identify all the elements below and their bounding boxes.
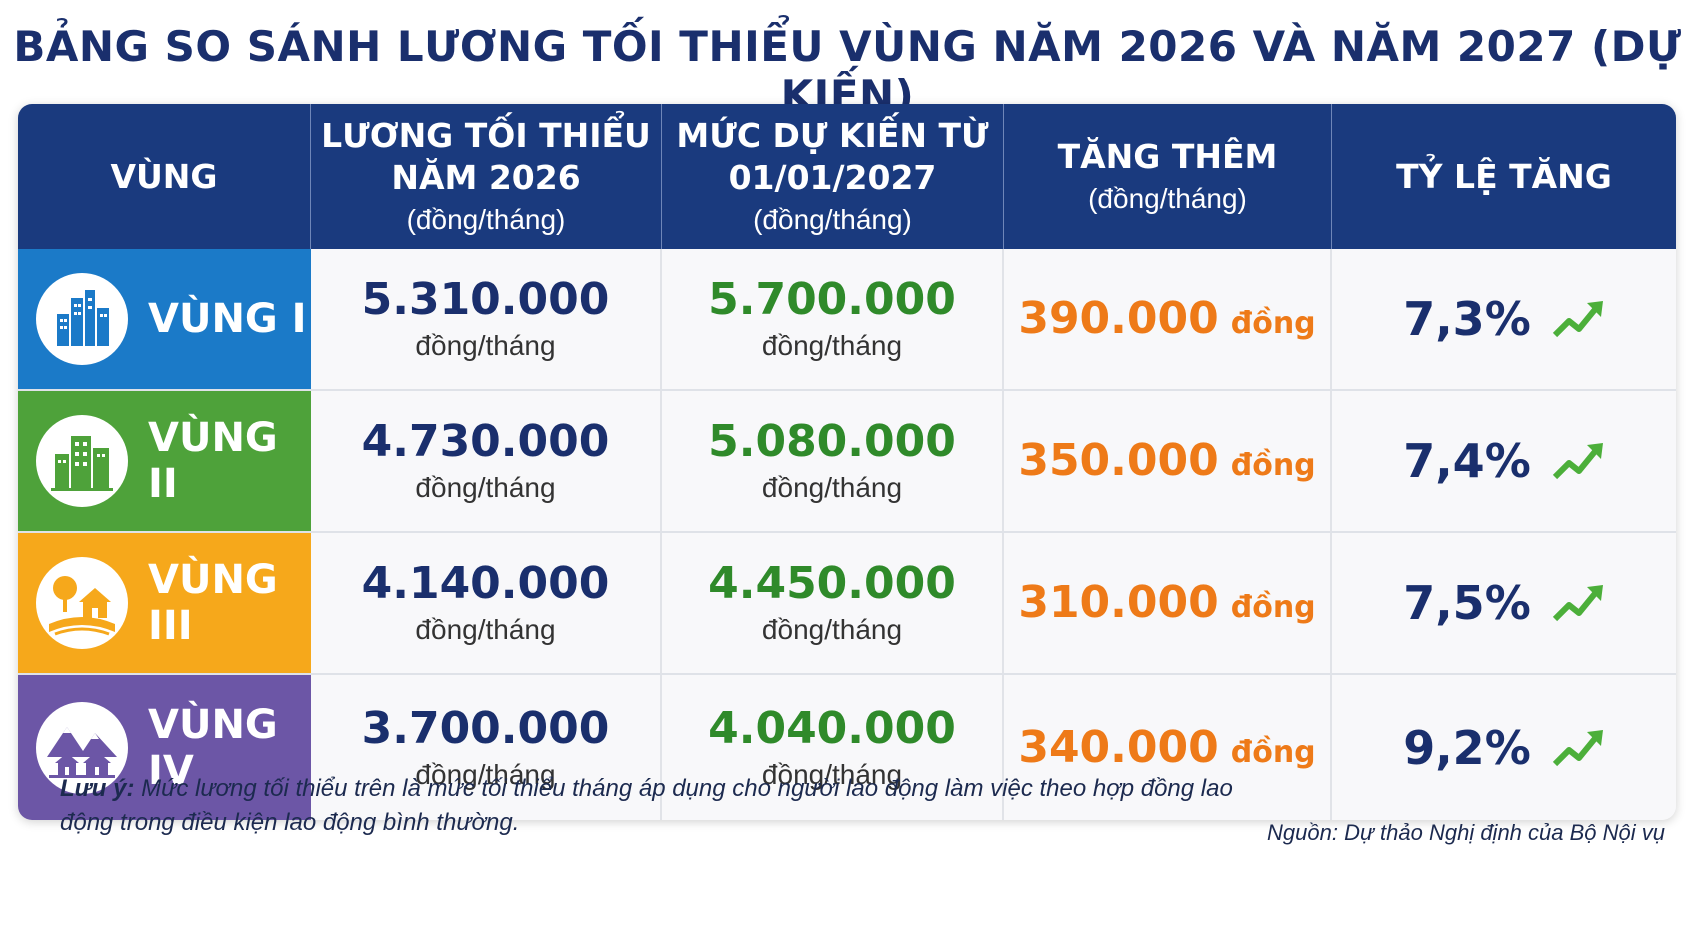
expected-2027-value: 5.080.000 [708,416,956,467]
header-increase: TĂNG THÊM (đồng/tháng) [1004,104,1332,249]
city-icon [36,273,128,365]
footnote-text: Mức lương tối thiểu trên là mức tối thiể… [60,775,1233,836]
village-icon [36,557,128,649]
increase-unit: đồng [1230,306,1316,341]
trend-up-icon [1552,585,1603,622]
header-increase-label: TĂNG THÊM [1057,136,1278,176]
header-expected-2027-line2: 01/01/2027 [728,157,937,197]
header-rate: TỶ LỆ TĂNG [1332,104,1676,249]
header-min-2026-line2: NĂM 2026 [391,157,581,197]
table-row: VÙNG IV 3.700.000 đồng/tháng 4.040.000 đ… [18,675,1676,820]
trend-up-icon [1552,729,1603,766]
table-row: VÙNG I 5.310.000 đồng/tháng 5.700.000 đồ… [18,249,1676,391]
increase-value: 390.000 [1018,293,1219,344]
increase-unit: đồng [1230,448,1316,483]
wage-comparison-table: VÙNG LƯƠNG TỐI THIỂU NĂM 2026 (đồng/thán… [18,104,1676,820]
min-2026-value: 3.700.000 [361,702,610,754]
source-credit: Nguồn: Dự thảo Nghị định của Bộ Nội vụ [1267,820,1665,845]
min-2026-value: 4.730.000 [361,416,610,467]
region-cell: VÙNG IV [18,675,311,820]
header-expected-2027: MỨC DỰ KIẾN TỪ 01/01/2027 (đồng/tháng) [662,104,1004,249]
region-name: VÙNG III [148,557,278,649]
region-cell: VÙNG II [18,391,311,531]
region-name: VÙNG IV [148,701,278,794]
footnote: Lưu ý: Mức lương tối thiểu trên là mức t… [60,772,1280,840]
header-min-2026-line1: LƯƠNG TỐI THIỂU [321,115,651,155]
expected-2027-cell: 5.700.000 đồng/tháng [662,249,1004,389]
table-row: VÙNG III 4.140.000 đồng/tháng 4.450.000 … [18,533,1676,675]
expected-2027-unit: đồng/tháng [761,472,903,503]
expected-2027-cell: 5.080.000 đồng/tháng [662,391,1004,531]
increase-unit: đồng [1230,590,1316,625]
min-2026-cell: 3.700.000 đồng/tháng [311,675,662,820]
region-name: VÙNG I [148,296,307,342]
rate-cell: 9,2% [1332,675,1676,820]
trend-up-icon [1552,443,1603,480]
increase-value: 310.000 [1018,577,1219,628]
header-region: VÙNG [18,104,311,249]
expected-2027-value: 4.450.000 [708,558,956,609]
table-header: VÙNG LƯƠNG TỐI THIỂU NĂM 2026 (đồng/thán… [18,104,1676,249]
header-expected-2027-unit: (đồng/tháng) [753,203,912,235]
footnote-label: Lưu ý: [60,775,135,802]
increase-cell: 350.000 đồng [1004,391,1332,531]
expected-2027-value: 4.040.000 [708,702,956,754]
region-cell: VÙNG III [18,533,311,673]
expected-2027-cell: 4.040.000 đồng/tháng [662,675,1004,820]
increase-cell: 310.000 đồng [1004,533,1332,673]
min-2026-value: 4.140.000 [361,558,610,609]
rate-value: 7,4% [1403,434,1531,488]
buildings-icon [36,415,128,507]
min-2026-cell: 4.140.000 đồng/tháng [311,533,662,673]
header-increase-unit: (đồng/tháng) [1088,182,1247,214]
min-2026-unit: đồng/tháng [415,758,556,790]
min-2026-cell: 4.730.000 đồng/tháng [311,391,662,531]
rate-cell: 7,5% [1332,533,1676,673]
rate-value: 7,3% [1403,292,1531,346]
rate-cell: 7,3% [1332,249,1676,389]
increase-value: 350.000 [1018,435,1219,486]
header-min-2026: LƯƠNG TỐI THIỂU NĂM 2026 (đồng/tháng) [311,104,662,249]
header-expected-2027-line1: MỨC DỰ KIẾN TỪ [676,115,989,155]
rate-cell: 7,4% [1332,391,1676,531]
min-2026-unit: đồng/tháng [415,472,556,503]
increase-cell: 340.000 đồng [1004,675,1332,820]
increase-unit: đồng [1230,734,1316,770]
mountain-village-icon [36,701,128,794]
min-2026-cell: 5.310.000 đồng/tháng [311,249,662,389]
rate-value: 9,2% [1403,720,1531,775]
rate-value: 7,5% [1403,576,1531,630]
region-cell: VÙNG I [18,249,311,389]
header-region-label: VÙNG [110,156,218,196]
expected-2027-unit: đồng/tháng [761,758,903,790]
header-rate-label: TỶ LỆ TĂNG [1396,156,1612,196]
expected-2027-unit: đồng/tháng [761,330,903,361]
region-name: VÙNG II [148,415,278,507]
min-2026-unit: đồng/tháng [415,330,556,361]
expected-2027-value: 5.700.000 [708,274,956,325]
increase-cell: 390.000 đồng [1004,249,1332,389]
page-title: BẢNG SO SÁNH LƯƠNG TỐI THIỂU VÙNG NĂM 20… [13,22,1682,120]
table-row: VÙNG II 4.730.000 đồng/tháng 5.080.000 đ… [18,391,1676,533]
expected-2027-unit: đồng/tháng [761,614,903,645]
table-body: VÙNG I 5.310.000 đồng/tháng 5.700.000 đồ… [18,249,1676,820]
expected-2027-cell: 4.450.000 đồng/tháng [662,533,1004,673]
min-2026-value: 5.310.000 [361,274,610,325]
trend-up-icon [1552,301,1603,338]
min-2026-unit: đồng/tháng [415,614,556,645]
increase-value: 340.000 [1018,721,1219,773]
header-min-2026-unit: (đồng/tháng) [406,203,566,235]
